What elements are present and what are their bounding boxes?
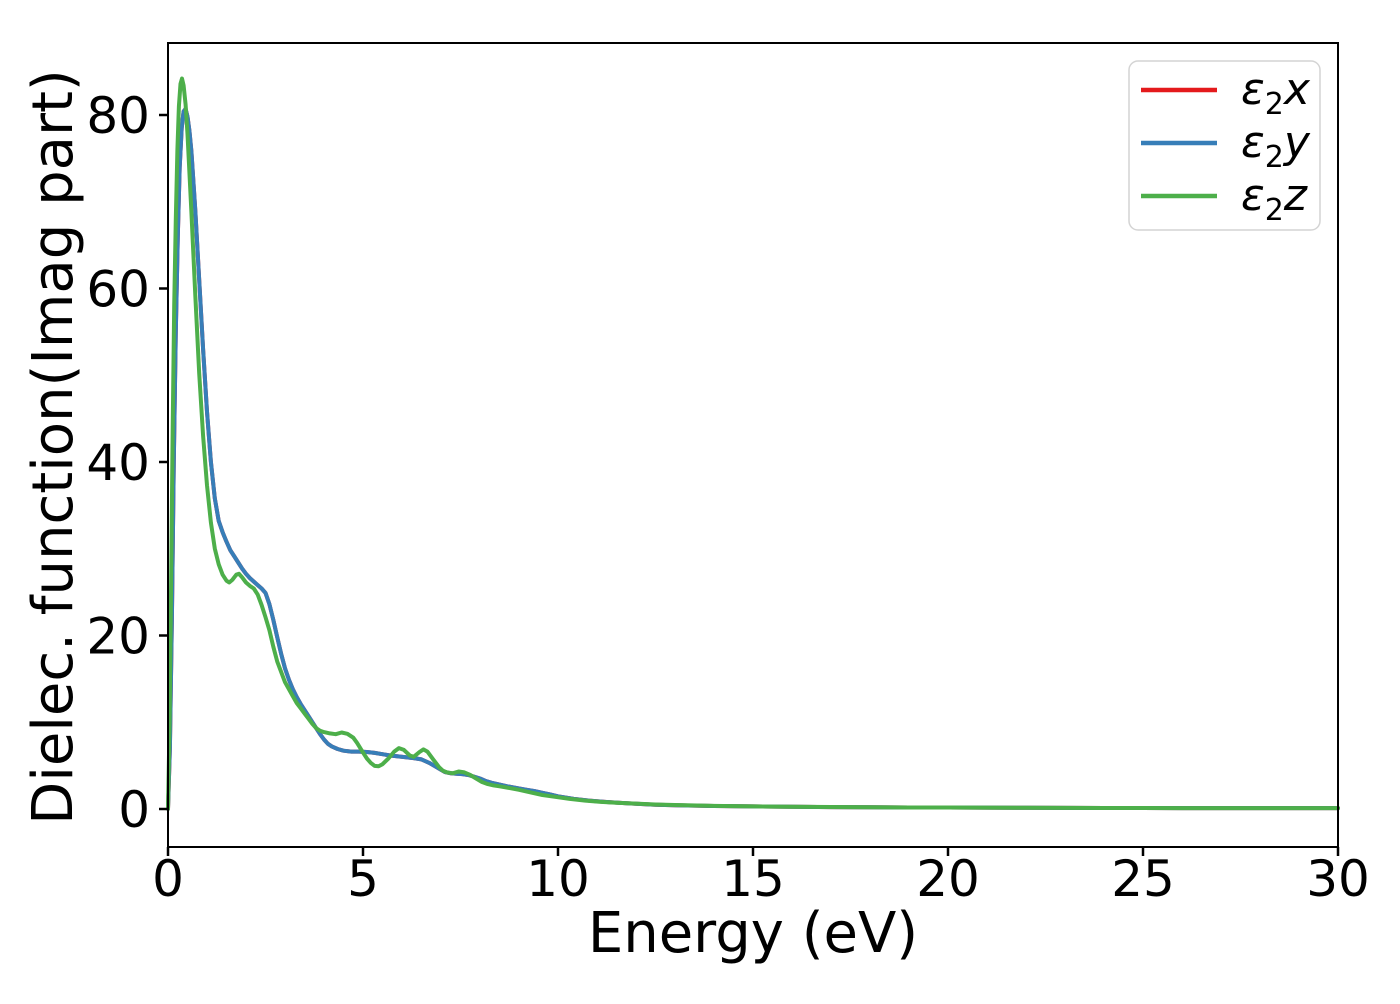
legend-symbol: ε	[1241, 170, 1265, 221]
legend-axis-letter: z	[1283, 170, 1308, 221]
legend-subscript: 2	[1265, 193, 1284, 228]
x-tick-label: 25	[1111, 850, 1175, 908]
legend-label-eps2z: ε2z	[1241, 170, 1308, 228]
x-axis-label: Energy (eV)	[588, 901, 918, 966]
x-tick-label: 10	[526, 850, 590, 908]
y-tick-label: 20	[86, 608, 150, 666]
y-axis-ticks	[159, 113, 168, 811]
x-tick-label: 15	[721, 850, 785, 908]
y-tick-label: 80	[86, 87, 150, 145]
series-line-eps2z	[166, 76, 1340, 811]
legend-label-eps2x: ε2x	[1241, 64, 1311, 122]
legend-symbol: ε	[1241, 64, 1265, 115]
x-tick-label: 20	[916, 850, 980, 908]
x-axis-tick-labels: 0 5 10 15 20 25 30	[152, 850, 1370, 908]
x-axis-ticks	[166, 847, 1340, 856]
y-axis-label: Dielec. function(Imag part)	[21, 69, 86, 825]
y-axis-tick-labels: 0 20 40 60 80	[86, 87, 150, 839]
legend: ε2x ε2y ε2z	[1128, 60, 1321, 231]
x-tick-label: 0	[152, 850, 184, 908]
legend-axis-letter: x	[1282, 64, 1311, 115]
legend-subscript: 2	[1265, 87, 1284, 122]
legend-box	[1128, 60, 1321, 231]
series-lines	[166, 76, 1340, 811]
legend-label-eps2y: ε2y	[1241, 117, 1311, 175]
x-tick-label: 30	[1306, 850, 1370, 908]
y-tick-label: 60	[86, 261, 150, 319]
legend-subscript: 2	[1265, 140, 1284, 175]
legend-axis-letter: y	[1282, 117, 1311, 168]
y-tick-label: 0	[118, 781, 150, 839]
legend-symbol: ε	[1241, 117, 1265, 168]
x-tick-label: 5	[347, 850, 379, 908]
y-tick-label: 40	[86, 434, 150, 492]
